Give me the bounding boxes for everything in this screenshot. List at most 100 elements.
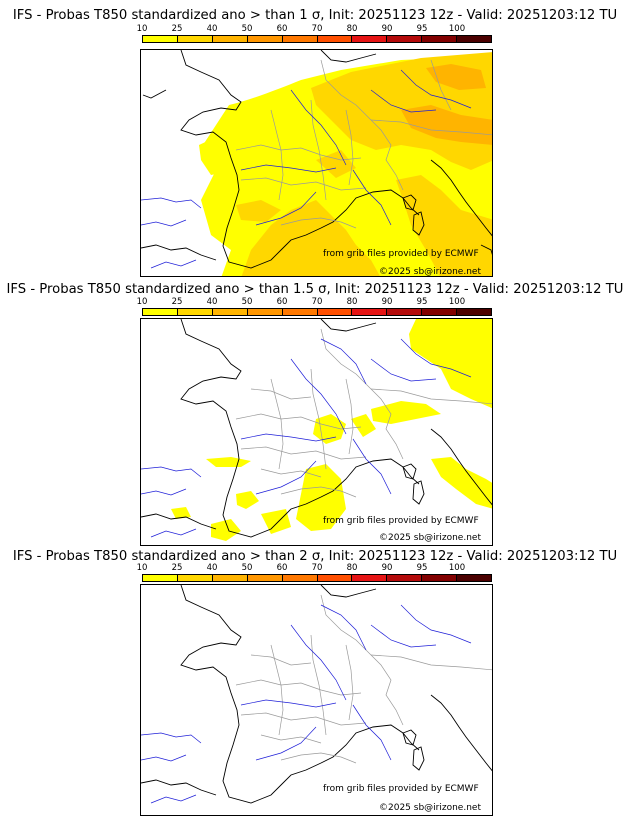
scale-tick: 95 <box>416 297 428 307</box>
border-line <box>320 328 404 460</box>
prob-area-10 <box>313 414 346 444</box>
map-graphic <box>141 50 492 276</box>
river-line <box>150 794 197 804</box>
border-line <box>270 644 284 736</box>
scale-swatch <box>177 36 213 42</box>
scale-ticks: 10 25 40 50 60 70 80 90 95 100 <box>137 297 492 308</box>
river-line <box>320 338 367 385</box>
coastline <box>141 513 217 530</box>
river-line <box>370 624 437 648</box>
scale-swatch <box>457 36 492 42</box>
river-line <box>141 219 187 227</box>
border-line <box>320 594 404 726</box>
river-line <box>141 754 187 762</box>
panel-1sigma: IFS - Probas T850 standardized ano > tha… <box>0 0 630 277</box>
scale-tick: 60 <box>276 297 288 307</box>
coastline <box>141 779 217 796</box>
river-line <box>240 433 337 442</box>
prob-area-10 <box>296 464 346 531</box>
scale-swatch <box>422 36 458 42</box>
coastline <box>480 244 492 255</box>
scale-tick: 90 <box>381 563 393 573</box>
scale-swatch <box>317 309 353 315</box>
scale-tick: 10 <box>136 297 148 307</box>
scale-tick: 25 <box>171 297 183 307</box>
scale-swatch <box>143 575 178 581</box>
prob-area-10 <box>236 491 259 509</box>
scale-tick: 60 <box>276 563 288 573</box>
scale-bar <box>142 308 492 316</box>
scale-tick: 80 <box>346 563 358 573</box>
panel-title: IFS - Probas T850 standardized ano > tha… <box>12 549 618 564</box>
river-line <box>320 604 367 651</box>
scale-swatch <box>457 309 492 315</box>
river-line <box>400 69 472 109</box>
color-scale-legend: 10 25 40 50 60 70 80 90 95 100 <box>137 563 492 586</box>
border-line <box>370 119 492 136</box>
scale-swatch <box>422 309 458 315</box>
coastline <box>412 211 425 236</box>
scale-swatch <box>282 36 318 42</box>
border-line <box>370 654 492 671</box>
coastline <box>412 480 425 505</box>
river-line <box>352 438 392 495</box>
prob-area-10 <box>371 401 441 424</box>
scale-swatch <box>387 36 423 42</box>
scale-tick: 25 <box>171 563 183 573</box>
scale-swatch <box>352 575 388 581</box>
border-line <box>240 177 367 191</box>
scale-swatch <box>387 309 423 315</box>
scale-swatch <box>317 575 353 581</box>
river-line <box>141 488 187 496</box>
scale-tick: 100 <box>448 24 466 34</box>
prob-area-10 <box>409 319 492 409</box>
prob-area-10 <box>431 457 492 509</box>
prob-area-40 <box>426 64 486 90</box>
prob-area-10 <box>199 130 236 175</box>
border-line <box>280 486 357 498</box>
scale-swatch <box>247 36 283 42</box>
river-line <box>240 699 337 708</box>
panel-2sigma: IFS - Probas T850 standardized ano > tha… <box>0 546 630 822</box>
scale-tick: 70 <box>311 297 323 307</box>
panel-title: IFS - Probas T850 standardized ano > tha… <box>6 282 624 297</box>
coastline <box>430 694 492 772</box>
scale-swatch <box>143 309 178 315</box>
border-line <box>345 109 354 186</box>
scale-swatch <box>352 36 388 42</box>
scale-tick: 80 <box>346 297 358 307</box>
border-line <box>260 734 322 744</box>
scale-swatch <box>282 575 318 581</box>
scale-swatch <box>143 36 178 42</box>
border-line <box>250 654 312 666</box>
border-line <box>280 217 357 229</box>
source-credit: from grib files provided by ECMWF <box>323 516 479 526</box>
scale-bar <box>142 574 492 582</box>
scale-swatch <box>212 36 248 42</box>
river-line <box>370 358 437 382</box>
river-line <box>141 197 202 209</box>
river-line <box>255 460 317 495</box>
border-line <box>235 413 362 430</box>
border-line <box>260 468 322 478</box>
border-line <box>280 752 357 764</box>
coastline <box>320 585 377 598</box>
scale-tick: 40 <box>206 24 218 34</box>
coastline <box>402 463 417 480</box>
border-line <box>345 378 354 455</box>
river-line <box>352 169 392 226</box>
river-line <box>290 358 347 435</box>
river-line <box>150 259 197 269</box>
border-line <box>270 109 284 201</box>
scale-tick: 100 <box>448 563 466 573</box>
coastline <box>430 428 492 506</box>
scale-swatch <box>247 309 283 315</box>
coastline <box>402 194 417 211</box>
coastline <box>142 89 167 99</box>
scale-tick: 80 <box>346 24 358 34</box>
copyright-credit: ©2025 sb@irizone.net <box>379 803 481 813</box>
prob-area-25 <box>396 175 492 276</box>
coastline <box>402 729 417 746</box>
prob-area-25 <box>236 200 281 222</box>
source-credit: from grib files provided by ECMWF <box>323 784 479 794</box>
